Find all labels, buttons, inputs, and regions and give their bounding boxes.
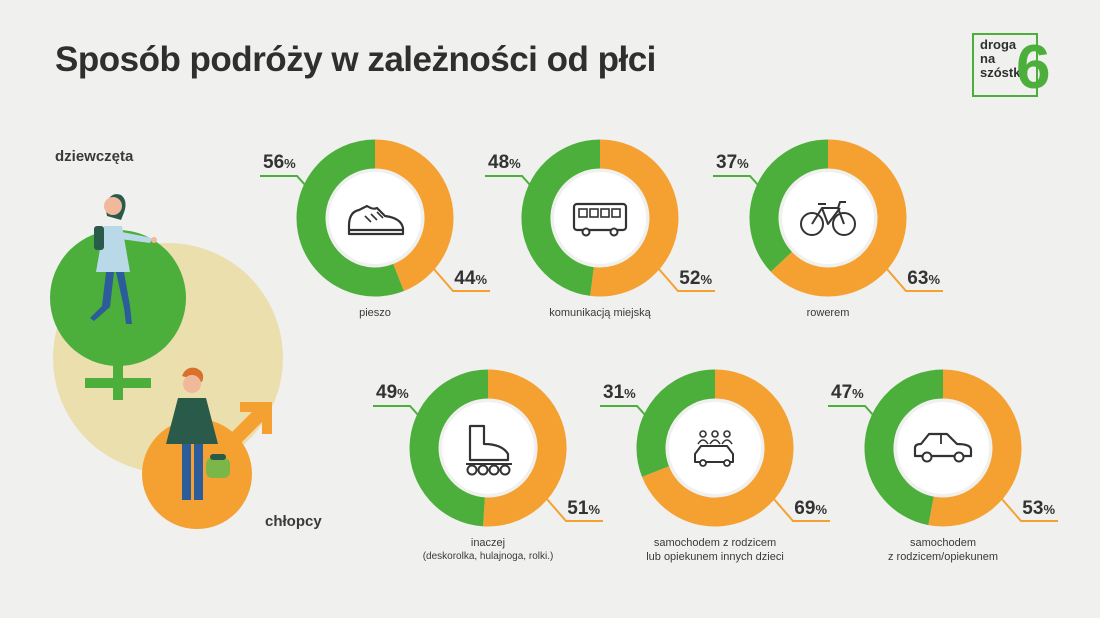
logo-line-2: na [980,51,996,66]
chart-caption: samochodem z rodzicem lub opiekunem innyc… [595,536,835,564]
boys-leader-line [1000,497,1058,522]
girls-leader-line [485,175,541,197]
caption-line: lub opiekunem innych dzieci [646,551,784,563]
girl-figure-icon [90,194,157,324]
girls-slice [296,139,404,297]
logo-text: droga na szóstkę [980,38,1028,80]
chart-caption: inaczej (deskorolka, hulajnoga, rolki.) [368,536,608,564]
boys-leader-line [657,267,715,292]
logo-line-3: szóstkę [980,65,1028,80]
girls-value-label: 37% [716,152,749,173]
donut-chart: 31% 69% [600,369,830,527]
boys-leader-line [772,497,830,522]
boys-slice [590,139,679,297]
boys-value-label: 51% [567,498,600,519]
girls-value-label: 56% [263,152,296,173]
chart-caption: rowerem [708,306,948,320]
girls-leader-line [828,405,884,427]
boys-value-label: 52% [679,268,712,289]
caption-line: komunikacją miejską [549,307,651,319]
carpool-icon [694,430,734,467]
chart-caption: samochodem z rodzicem/opiekunem [823,536,1063,564]
boys-slice [483,369,567,527]
girls-value-label: 48% [488,152,521,173]
donut-chart: 47% 53% [828,369,1058,527]
chart-caption: pieszo [255,306,495,320]
logo: droga na szóstkę 6 [972,33,1072,103]
boys-slice [642,369,794,527]
boys-leader-line [545,497,603,522]
caption-line: samochodem z rodzicem [653,537,777,549]
boys-leader-line [432,267,490,292]
girls-label: dziewczęta [55,148,134,165]
boy-figure-icon [166,367,230,500]
car-icon [913,432,973,463]
girls-leader-line [600,405,656,427]
donut-chart: 48% 52% [485,139,715,297]
female-circle [50,230,186,366]
donut-chart: 37% 63% [713,139,943,297]
boys-value-label: 44% [454,268,487,289]
boys-slice [374,139,454,291]
girls-value-label: 31% [603,382,636,403]
shoe-icon [347,204,405,236]
boys-value-label: 63% [907,268,940,289]
donut-chart: 49% 51% [373,369,603,527]
boys-slice [770,139,907,297]
girls-value-label: 49% [376,382,409,403]
gender-illustration [50,194,283,529]
girls-slice [864,369,944,526]
caption-line: rowerem [806,307,850,319]
girls-leader-line [713,175,769,197]
logo-line-1: droga [980,37,1017,52]
caption-line: z rodzicem/opiekunem [887,551,999,563]
donut-center [897,402,989,494]
logo-frame [972,33,1038,97]
caption-line: inaczej [470,537,506,549]
girls-slice [409,369,489,527]
donut-center [782,172,874,264]
girls-slice [521,139,601,296]
boys-leader-line [885,267,943,292]
girls-slice [636,369,716,477]
boys-value-label: 69% [794,498,827,519]
boys-value-label: 53% [1022,498,1055,519]
girls-value-label: 47% [831,382,864,403]
boys-label: chłopcy [265,513,322,530]
male-symbol-arrow [224,402,272,450]
female-symbol-bar [85,378,151,388]
page-title: Sposób podróży w zależności od płci [55,40,656,79]
donut-center [669,402,761,494]
chart-caption: komunikacją miejską [480,306,720,320]
boys-slice [928,369,1022,527]
caption-line: pieszo [359,307,391,319]
bus-icon [572,202,628,237]
caption-line: (deskorolka, hulajnoga, rolki.) [422,551,554,562]
girls-leader-line [260,175,316,197]
caption-line: samochodem [909,537,977,549]
donut-center [554,172,646,264]
logo-six: 6 [1016,33,1051,102]
donut-chart: 56% 44% [260,139,490,297]
girls-leader-line [373,405,429,427]
donut-center [442,402,534,494]
bicycle-icon [800,201,856,236]
rollerskate-icon [466,424,512,476]
girls-slice [749,139,829,272]
